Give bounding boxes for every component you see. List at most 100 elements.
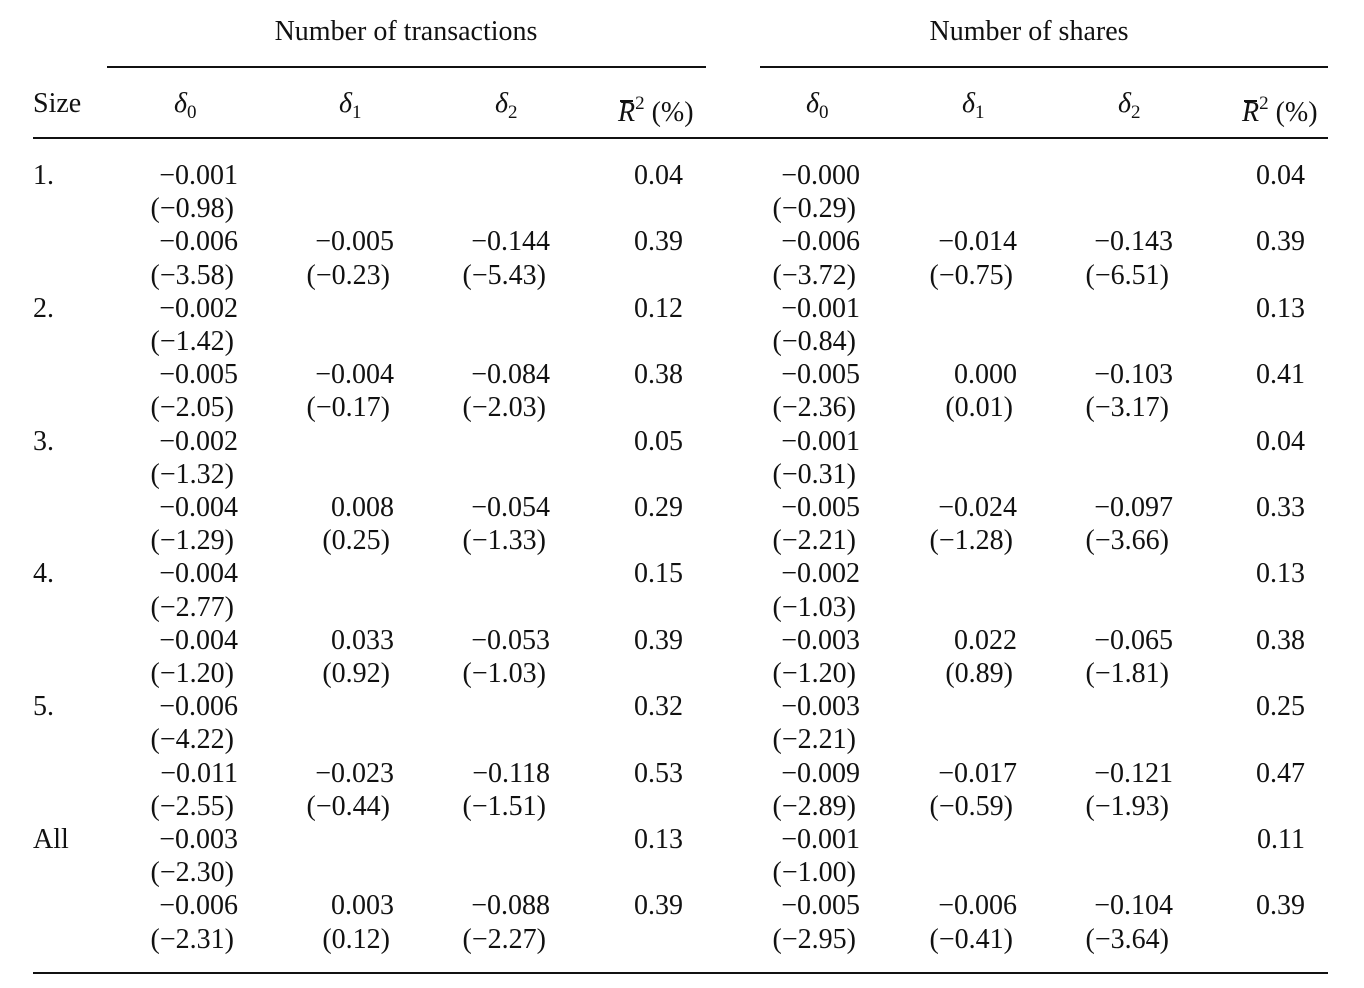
- r2-value: 0.13: [634, 824, 683, 855]
- header-delta0-shares: δ0: [806, 88, 829, 129]
- r2-value: 0.04: [634, 160, 683, 191]
- t-statistic: (−1.33): [462, 525, 546, 557]
- t-statistic: (−2.77): [150, 591, 234, 623]
- r2-unit: (%): [651, 97, 694, 128]
- t-statistic: (−1.93): [1085, 790, 1169, 822]
- t-statistic: (0.01): [945, 392, 1013, 424]
- coefficient-value: −0.054: [471, 492, 550, 523]
- coefficient-value: 0.033: [331, 624, 394, 656]
- r2-value: 0.25: [1256, 691, 1305, 723]
- t-statistic: (−3.66): [1085, 525, 1169, 557]
- t-statistic: (−1.28): [929, 525, 1013, 557]
- t-statistic: (−2.31): [150, 923, 234, 955]
- r2-value: 0.39: [634, 890, 683, 922]
- t-statistic: (−5.43): [462, 259, 546, 291]
- t-statistic: (−0.75): [929, 259, 1013, 291]
- r2-value: 0.39: [634, 624, 683, 656]
- t-statistic: (−2.21): [772, 724, 856, 756]
- coefficient-value: −0.003: [781, 624, 860, 656]
- r2-value: 0.41: [1256, 359, 1305, 391]
- t-statistic: (−1.32): [150, 458, 234, 490]
- t-statistic: (−1.29): [150, 525, 234, 557]
- r2-value: 0.05: [634, 425, 683, 457]
- t-statistic: (−2.36): [772, 392, 856, 424]
- header-delta1-shares: δ1: [962, 88, 985, 129]
- t-statistic: (0.89): [945, 658, 1013, 689]
- t-statistic: (−0.44): [306, 790, 390, 822]
- header-r2-transactions: R2 (%): [618, 88, 694, 129]
- coefficient-value: −0.121: [1094, 757, 1173, 789]
- t-statistic: (−0.29): [772, 193, 856, 225]
- r2-value: 0.13: [1256, 558, 1305, 590]
- t-statistic: (−3.58): [150, 259, 234, 291]
- r2-value: 0.53: [634, 757, 683, 789]
- coefficient-value: −0.005: [159, 359, 238, 391]
- r-bar-symbol: R: [1242, 97, 1260, 128]
- r2-value: 0.39: [1256, 890, 1305, 922]
- table-bottom-rule: [33, 972, 1328, 974]
- delta-symbol: δ: [174, 88, 188, 119]
- t-statistic: (−0.31): [772, 458, 856, 490]
- header-delta1-transactions: δ1: [339, 88, 362, 129]
- r-bar-symbol: R: [618, 97, 636, 128]
- coefficient-value: −0.023: [315, 757, 394, 789]
- coefficient-value: −0.001: [781, 292, 860, 324]
- size-label: 2.: [33, 292, 54, 324]
- r-superscript: 2: [1259, 93, 1269, 114]
- delta-symbol: δ: [495, 88, 509, 119]
- r2-value: 0.33: [1256, 492, 1305, 523]
- t-statistic: (−3.72): [772, 259, 856, 291]
- delta-symbol: δ: [339, 88, 353, 119]
- coefficient-value: −0.003: [159, 824, 238, 855]
- r2-value: 0.47: [1256, 757, 1305, 789]
- t-statistic: (−2.30): [150, 857, 234, 889]
- coefficient-value: −0.005: [315, 226, 394, 258]
- coefficient-value: −0.053: [471, 624, 550, 656]
- coefficient-value: −0.017: [938, 757, 1017, 789]
- coefficient-value: 0.022: [954, 624, 1017, 656]
- t-statistic: (−3.64): [1085, 923, 1169, 955]
- coefficient-value: −0.005: [781, 890, 860, 922]
- coefficient-value: −0.004: [159, 558, 238, 590]
- coefficient-value: −0.001: [159, 160, 238, 191]
- coefficient-value: −0.006: [159, 890, 238, 922]
- r2-value: 0.04: [1256, 425, 1305, 457]
- delta-subscript: 0: [187, 102, 197, 123]
- t-statistic: (−2.27): [462, 923, 546, 955]
- t-statistic: (0.25): [322, 525, 390, 557]
- r2-unit: (%): [1275, 97, 1318, 128]
- t-statistic: (−0.59): [929, 790, 1013, 822]
- t-statistic: (−2.55): [150, 790, 234, 822]
- t-statistic: (−1.81): [1085, 658, 1169, 689]
- coefficient-value: −0.088: [471, 890, 550, 922]
- t-statistic: (−0.23): [306, 259, 390, 291]
- size-label: 4.: [33, 558, 54, 590]
- t-statistic: (−4.22): [150, 724, 234, 756]
- coefficient-value: −0.004: [159, 624, 238, 656]
- coefficient-value: −0.004: [159, 492, 238, 523]
- t-statistic: (−1.03): [772, 591, 856, 623]
- coefficient-value: −0.006: [781, 226, 860, 258]
- delta-symbol: δ: [962, 88, 976, 119]
- coefficient-value: −0.005: [781, 492, 860, 523]
- r2-value: 0.13: [1256, 292, 1305, 324]
- t-statistic: (−1.03): [462, 658, 546, 689]
- coefficient-value: −0.104: [1094, 890, 1173, 922]
- delta-symbol: δ: [1118, 88, 1132, 119]
- r2-value: 0.38: [1256, 624, 1305, 656]
- coefficient-value: −0.143: [1094, 226, 1173, 258]
- group-rule-shares: [760, 66, 1328, 68]
- coefficient-value: −0.005: [781, 359, 860, 391]
- group-header-shares: Number of shares: [929, 16, 1129, 47]
- coefficient-value: −0.011: [160, 757, 238, 789]
- t-statistic: (0.12): [322, 923, 390, 955]
- size-label: 3.: [33, 425, 54, 457]
- coefficient-value: −0.014: [938, 226, 1017, 258]
- header-r2-shares: R2 (%): [1242, 88, 1318, 129]
- r2-value: 0.04: [1256, 160, 1305, 191]
- coefficient-value: 0.003: [331, 890, 394, 922]
- r2-value: 0.12: [634, 292, 683, 324]
- t-statistic: (−0.41): [929, 923, 1013, 955]
- t-statistic: (−1.51): [462, 790, 546, 822]
